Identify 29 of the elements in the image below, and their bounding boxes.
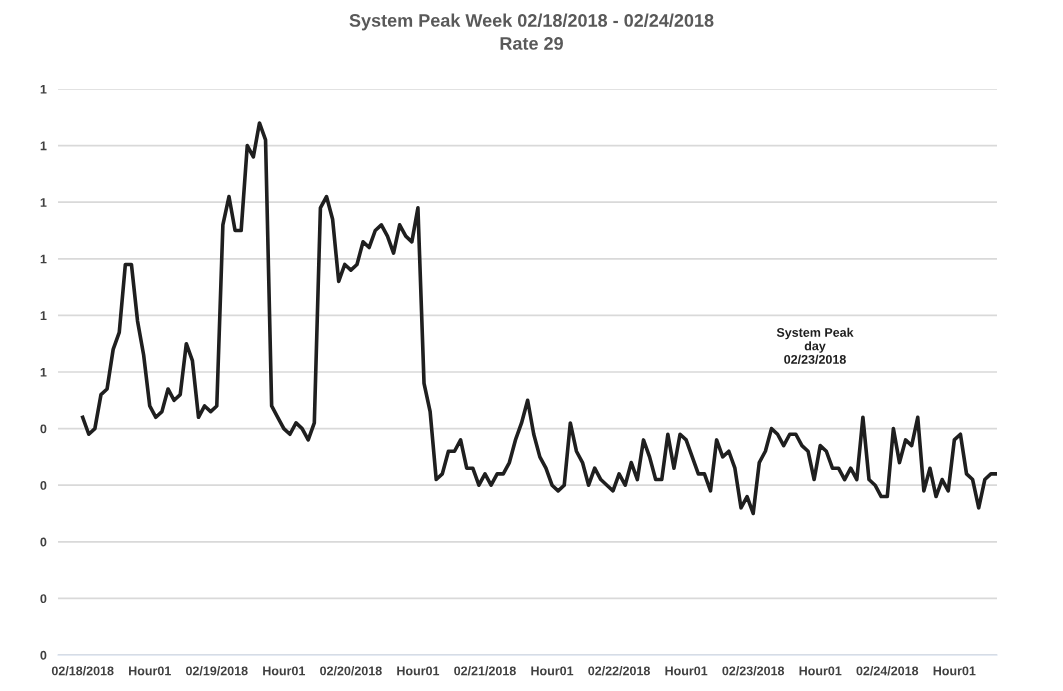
y-tick-label: 1 — [40, 311, 47, 320]
x-tick-label: Hour01 — [397, 666, 440, 676]
x-tick-label: Hour01 — [531, 666, 574, 676]
x-tick-label: Hour01 — [933, 666, 976, 676]
annotation: System Peak day 02/23/2018 — [776, 327, 854, 364]
chart-title: System Peak Week 02/18/2018 - 02/24/2018 — [349, 13, 714, 31]
line-series — [80, 121, 997, 516]
x-tick-label: Hour01 — [799, 666, 842, 676]
chart-subtitle: Rate 29 — [500, 37, 563, 50]
x-tick-label: 02/21/2018 — [454, 666, 516, 676]
y-tick-label: 0 — [40, 424, 47, 434]
x-tick-label: 02/20/2018 — [320, 666, 382, 676]
x-tick-label: 02/19/2018 — [186, 666, 248, 676]
y-tick-label: 1 — [40, 141, 47, 151]
y-tick-label: 0 — [40, 594, 47, 604]
x-tick-label: Hour01 — [129, 666, 171, 676]
x-tick-label: 02/24/2018 — [856, 666, 919, 676]
y-tick-label: 1 — [40, 84, 47, 94]
x-tick-label: 02/18/2018 — [51, 666, 114, 676]
y-tick-label: 0 — [40, 481, 47, 490]
y-tick-label: 1 — [40, 198, 47, 207]
x-tick-label: 02/22/2018 — [588, 666, 650, 676]
y-tick-label: 0 — [40, 537, 47, 547]
y-tick-label: 1 — [40, 367, 47, 377]
x-tick-label: Hour01 — [263, 666, 306, 676]
y-tick-label: 0 — [40, 650, 47, 660]
y-tick-label: 1 — [40, 254, 47, 264]
x-tick-label: 02/23/2018 — [722, 666, 785, 676]
x-tick-label: Hour01 — [665, 666, 708, 676]
